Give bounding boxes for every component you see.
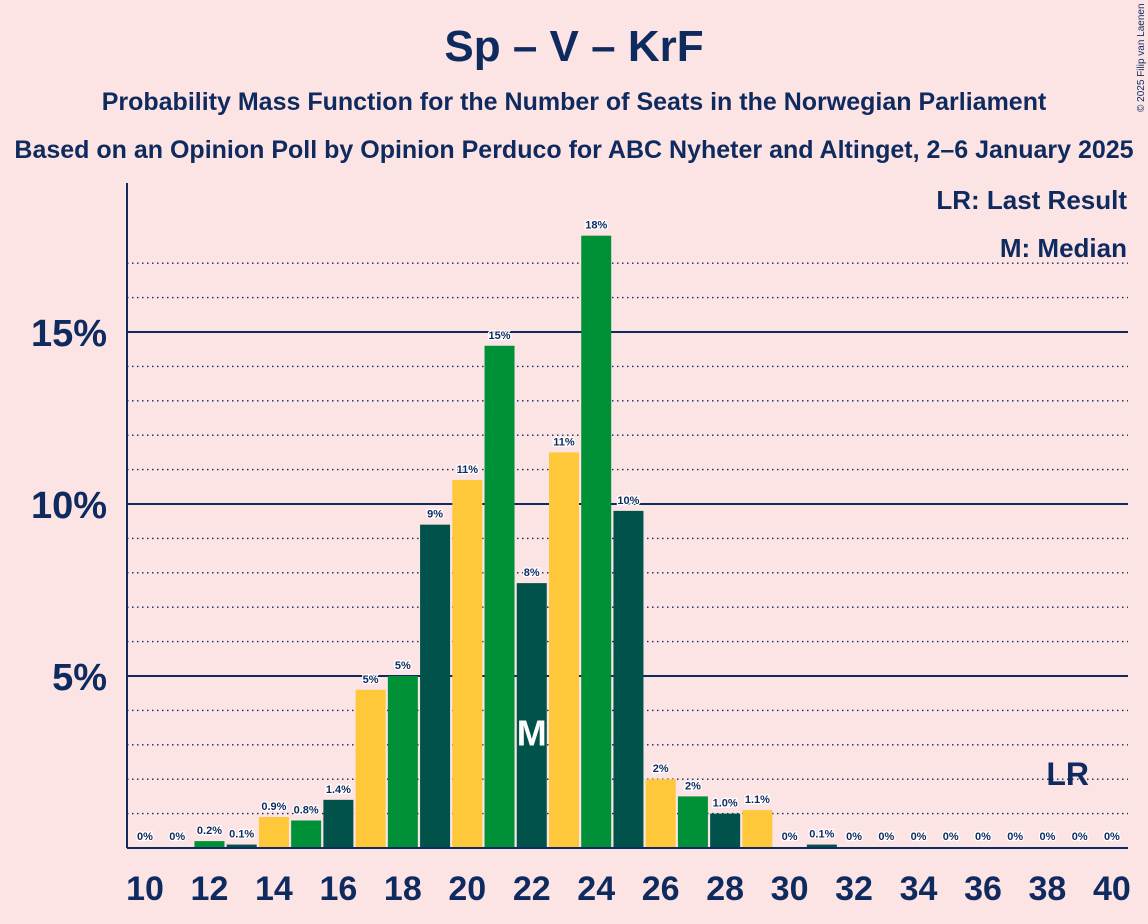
data-label-15: 0.8%	[294, 804, 319, 816]
bar-seats-21	[484, 345, 515, 848]
bar-seats-15	[291, 820, 322, 848]
data-label-21: 15%	[489, 330, 511, 342]
x-tick-label: 20	[448, 870, 486, 908]
data-labels: 0% 0% 0.2% 0.1% 0.9% 0.8% 1.4% 5% 5% 9% 11% 15% 8% 11…	[136, 218, 1122, 844]
data-label-10: 0%	[137, 831, 153, 843]
bar-seats-12	[194, 841, 225, 848]
data-label-26: 2%	[653, 763, 669, 775]
bar-seats-26	[645, 779, 676, 848]
data-label-30: 0%	[782, 831, 798, 843]
data-label-22: 8%	[524, 567, 540, 579]
x-tick-label: 24	[577, 870, 615, 908]
data-label-35: 0%	[943, 831, 959, 843]
data-label-23: 11%	[553, 436, 575, 448]
y-tick-label: 5%	[52, 657, 107, 699]
bar-seats-23	[548, 452, 579, 848]
legend-last-result: LR: Last Result	[936, 185, 1127, 215]
bar-seats-17	[355, 689, 386, 848]
data-label-36: 0%	[975, 831, 991, 843]
chart-subtitle: Probability Mass Function for the Number…	[101, 88, 1047, 116]
bar-seats-16	[323, 799, 354, 848]
bars	[194, 235, 837, 848]
data-label-11: 0%	[169, 831, 185, 843]
data-label-33: 0%	[878, 831, 894, 843]
legend-median: M: Median	[1000, 233, 1127, 263]
data-label-13: 0.1%	[229, 829, 254, 841]
y-tick-label: 15%	[31, 313, 107, 355]
data-label-12: 0.2%	[197, 825, 222, 837]
bar-seats-28	[710, 813, 741, 848]
x-tick-label: 34	[900, 870, 938, 908]
bar-seats-14	[258, 817, 289, 848]
bar-seats-27	[677, 796, 708, 848]
bar-seats-20	[452, 479, 483, 848]
y-tick-label: 10%	[31, 485, 107, 527]
x-tick-label: 32	[835, 870, 873, 908]
x-tick-label: 22	[513, 870, 551, 908]
data-label-34: 0%	[911, 831, 927, 843]
bar-seats-31	[806, 844, 837, 848]
x-tick-label: 30	[771, 870, 809, 908]
data-label-31: 0.1%	[809, 829, 834, 841]
data-label-29: 1.1%	[745, 794, 770, 806]
data-label-24: 18%	[585, 220, 607, 232]
chart-title: Sp – V – KrF	[444, 22, 704, 71]
bar-seats-13	[226, 844, 257, 848]
data-label-39: 0%	[1072, 831, 1088, 843]
last-result-marker: LR	[1046, 756, 1089, 792]
data-label-19: 9%	[427, 509, 443, 521]
data-label-25: 10%	[617, 495, 639, 507]
data-label-27: 2%	[685, 780, 701, 792]
bar-seats-25	[613, 510, 644, 848]
x-tick-label: 28	[706, 870, 744, 908]
x-tick-label: 40	[1093, 870, 1131, 908]
data-label-37: 0%	[1007, 831, 1023, 843]
data-label-17: 5%	[363, 674, 379, 686]
x-tick-label: 16	[319, 870, 357, 908]
chart-source: Based on an Opinion Poll by Opinion Perd…	[14, 136, 1134, 164]
x-tick-label: 36	[964, 870, 1002, 908]
x-tick-label: 14	[255, 870, 293, 908]
x-tick-label: 12	[191, 870, 229, 908]
bar-seats-24	[581, 235, 612, 848]
median-marker: M	[517, 713, 547, 754]
bar-seats-22	[516, 583, 547, 848]
data-label-40: 0%	[1104, 831, 1120, 843]
data-label-32: 0%	[846, 831, 862, 843]
axes: 5% 10% 15% 10 12 14 16 18 20 22 24 26 28 30 32 34 36 38 40	[31, 183, 1131, 908]
x-tick-label: 18	[384, 870, 422, 908]
bar-seats-18	[387, 676, 418, 848]
data-label-20: 11%	[457, 464, 479, 476]
data-label-14: 0.9%	[261, 801, 286, 813]
data-label-28: 1.0%	[713, 798, 738, 810]
x-tick-label: 26	[642, 870, 680, 908]
bar-seats-29	[742, 810, 773, 848]
data-label-18: 5%	[395, 660, 411, 672]
x-tick-label: 38	[1029, 870, 1067, 908]
data-label-16: 1.4%	[326, 784, 351, 796]
data-label-38: 0%	[1039, 831, 1055, 843]
x-tick-label: 10	[126, 870, 164, 908]
bar-seats-19	[420, 524, 451, 848]
